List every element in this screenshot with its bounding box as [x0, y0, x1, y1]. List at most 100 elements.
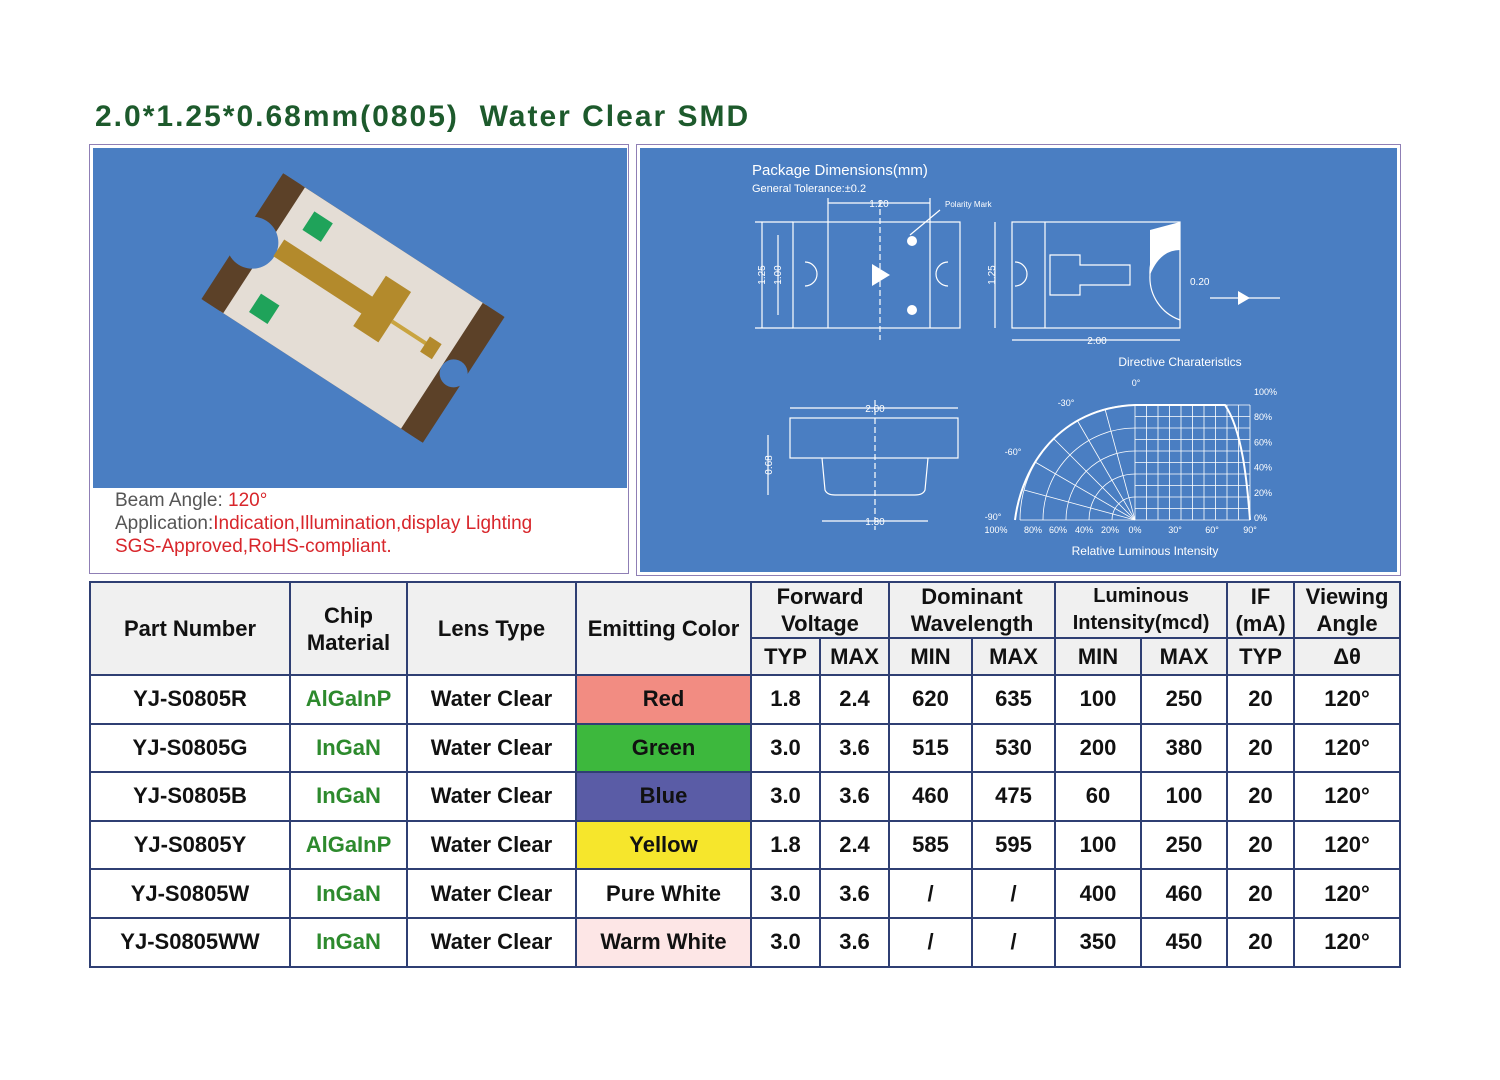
axis-label: 90°	[1243, 525, 1257, 535]
table-cell: 120°	[1293, 868, 1402, 919]
axis-label: 20%	[1254, 488, 1272, 498]
table-cell: 460	[888, 771, 974, 822]
table-cell: 20	[1226, 722, 1296, 774]
dimension-label: 2.00	[1087, 336, 1107, 347]
diode-symbol	[872, 264, 890, 286]
table-cell: AlGaInP	[289, 674, 408, 725]
table-cell: /	[971, 868, 1057, 919]
table-cell: 20	[1226, 916, 1296, 968]
table-cell: 3.0	[750, 771, 821, 822]
table-cell: 120°	[1293, 819, 1402, 871]
table-cell: InGaN	[289, 916, 408, 968]
polar-angle-label: -90°	[985, 512, 1002, 522]
table-cell: 530	[971, 722, 1057, 774]
table-cell: AlGaInP	[289, 819, 408, 871]
polar-grid-part	[1104, 408, 1136, 521]
table-row: YJ-S0805G InGaN Water Clear Green 3.0 3.6 515 5…	[89, 722, 1402, 774]
table-cell: 350	[1054, 916, 1143, 968]
spec-table-part-part: Part Number Chip Material Lens Type Emit…	[89, 581, 1402, 676]
table-cell: 3.0	[750, 722, 821, 774]
table-cell: /	[971, 916, 1057, 968]
side-view-part	[1049, 254, 1131, 296]
table-cell: Water Clear	[406, 819, 577, 871]
diagram-panel: Package Dimensions(mm) General Tolerance…	[636, 144, 1401, 576]
table-cell: YJ-S0805B	[89, 771, 291, 822]
led-chip	[201, 173, 505, 443]
dimension-label: 1.30	[865, 517, 885, 528]
table-cell: 595	[971, 819, 1057, 871]
table-cell: 20	[1226, 868, 1296, 919]
table-cell: 20	[1226, 819, 1296, 871]
table-cell: Blue	[575, 771, 752, 822]
polarity-label: Polarity Mark	[945, 200, 993, 209]
bond-wire	[390, 319, 431, 348]
axis-label: 30°	[1168, 525, 1182, 535]
caption-line: Application:Indication,Illumination,disp…	[115, 512, 532, 535]
diode-symbol	[1238, 291, 1250, 305]
header-cell: Luminous Intensity(mcd)	[1054, 581, 1229, 639]
table-cell: 2.4	[818, 819, 891, 871]
label: Beam Angle:	[115, 490, 229, 511]
axis-label: 60%	[1254, 437, 1272, 447]
axis-label: 0%	[1128, 525, 1141, 535]
table-cell: 100	[1054, 674, 1143, 725]
table-cell: YJ-S0805R	[89, 674, 291, 725]
front-view-part	[792, 221, 961, 329]
axis-label: 40%	[1254, 463, 1272, 473]
table-cell: 200	[1054, 722, 1143, 774]
table-cell: 3.6	[818, 771, 891, 822]
table-cell: Red	[575, 674, 752, 725]
subheader-row: TYP MAX MIN MAX MIN MAX TYP Δθ	[90, 637, 1402, 676]
spec-table-part: Part Number Chip Material Lens Type Emit…	[89, 581, 1402, 676]
green-mark	[249, 293, 280, 325]
table-cell: 3.6	[818, 868, 891, 919]
caption: Beam Angle: 120° Application:Indication,…	[115, 489, 532, 558]
subheader-cell: MAX	[1140, 637, 1229, 676]
header-cell: Emitting Color	[575, 581, 752, 676]
pad-fill	[1150, 222, 1180, 275]
caption-line: SGS-Approved,RoHS-compliant.	[115, 536, 392, 557]
value: 120°	[228, 490, 268, 511]
dimension-label: 0.20	[1190, 277, 1210, 288]
axis-label: 80%	[1254, 412, 1272, 422]
table-cell: Yellow	[575, 819, 752, 871]
table-cell: 60	[1054, 771, 1143, 822]
spec-table: Part Number Chip Material Lens Type Emit…	[89, 581, 1402, 968]
front-view	[755, 198, 961, 340]
table-row: YJ-S0805B InGaN Water Clear Blue 3.0 3.6 460 47…	[89, 771, 1402, 822]
polar-labels: 0° -30° -60° -90° 100% 80% 60% 40% 20% 0% 30° 60° 90…	[984, 378, 1277, 535]
table-cell: 3.0	[750, 916, 821, 968]
table-body: YJ-S0805R AlGaInP Water Clear Red 1.8 2.4 620 6…	[89, 674, 1402, 968]
table-cell: Water Clear	[406, 674, 577, 725]
header-cell: IF (mA)	[1226, 581, 1296, 639]
subheader-cell: MIN	[888, 637, 974, 676]
table-cell: 620	[888, 674, 974, 725]
value: Indication,Illumination,display Lighting	[213, 513, 533, 534]
intensity-curve	[1014, 404, 1251, 521]
header-cell: Dominant Wavelength	[888, 581, 1057, 639]
label: Application:	[115, 513, 214, 534]
table-cell: 120°	[1293, 674, 1402, 725]
page-title: 2.0*1.25*0.68mm(0805) Water Clear SMD	[95, 100, 751, 133]
blueprint-content: Package Dimensions(mm) General Tolerance…	[640, 148, 1397, 572]
chip-notch	[226, 216, 279, 269]
front-view-part	[804, 261, 818, 287]
table-cell: /	[888, 916, 974, 968]
photo-panel: Beam Angle: 120° Application:Indication,…	[89, 144, 629, 574]
table-cell: Water Clear	[406, 916, 577, 968]
table-cell: Water Clear	[406, 868, 577, 919]
table-cell: 250	[1140, 674, 1229, 725]
table-cell: 20	[1226, 771, 1296, 822]
table-cell: /	[888, 868, 974, 919]
front-view-part	[935, 261, 949, 287]
header-cell: Chip Material	[289, 581, 408, 676]
table-cell: Warm White	[575, 916, 752, 968]
front-view-part	[909, 209, 941, 236]
chart-title: Directive Charateristics	[1118, 355, 1241, 369]
table-cell: 515	[888, 722, 974, 774]
header-cell: Part Number	[89, 581, 291, 676]
table-cell: 1.8	[750, 819, 821, 871]
led-illustration	[201, 173, 505, 443]
dimension-label: 1.25	[757, 265, 768, 285]
polar-angle-label: -60°	[1005, 447, 1022, 457]
